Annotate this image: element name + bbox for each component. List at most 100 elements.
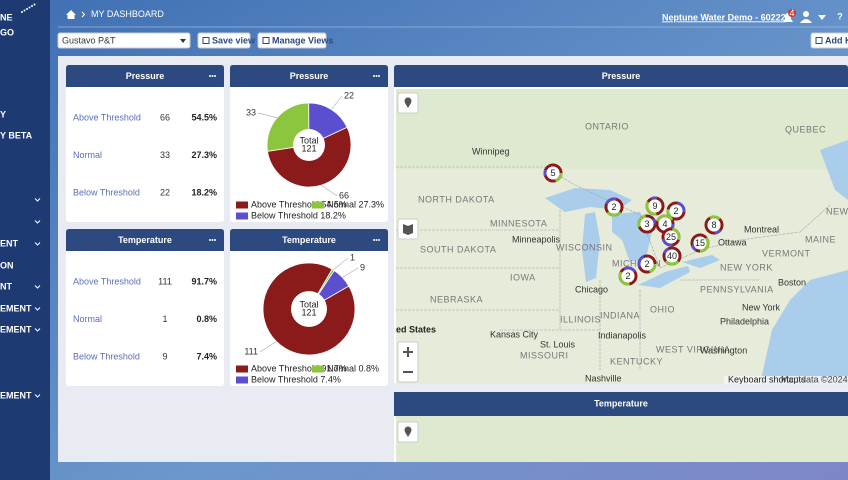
cluster[interactable] xyxy=(640,217,654,231)
row-count: 33 xyxy=(160,150,170,160)
caret[interactable] xyxy=(818,15,826,20)
button-save[interactable] xyxy=(197,32,251,49)
map-place: Montreal xyxy=(744,224,779,234)
sidebar-item[interactable]: Y BETA xyxy=(0,130,33,140)
home-icon[interactable] xyxy=(66,10,76,19)
cluster[interactable] xyxy=(546,166,560,180)
menu-dot[interactable] xyxy=(375,75,378,77)
pin-tip xyxy=(405,432,411,437)
row-label: Normal xyxy=(73,150,102,160)
user-body xyxy=(800,19,812,23)
sidebar-item[interactable]: EMENT xyxy=(0,303,32,313)
cluster-count[interactable]: 3 xyxy=(644,219,649,229)
menu-dot[interactable] xyxy=(209,239,211,241)
zoom-in[interactable] xyxy=(403,347,413,357)
cluster-count[interactable]: 2 xyxy=(625,271,630,281)
sidebar-item[interactable]: ON xyxy=(0,260,14,270)
card-header xyxy=(230,65,388,87)
pie-hole xyxy=(291,291,327,327)
menu-dot[interactable] xyxy=(378,75,380,77)
chevron xyxy=(34,307,41,311)
cluster-count[interactable]: 9 xyxy=(652,201,657,211)
menu-dot[interactable] xyxy=(211,239,214,241)
cluster-ring-below xyxy=(661,227,681,247)
view-select[interactable] xyxy=(57,32,191,49)
slice-label: 1 xyxy=(350,252,355,262)
cluster-count[interactable]: 2 xyxy=(611,202,616,212)
cluster-ring-normal xyxy=(618,266,638,286)
cluster-count[interactable]: 4 xyxy=(662,219,667,229)
button-label: Manage Views xyxy=(272,35,333,45)
cluster-count[interactable]: 40 xyxy=(667,251,677,261)
sidebar-item[interactable]: EMENT xyxy=(0,324,32,334)
sidebar-item[interactable]: EMENT xyxy=(0,390,32,400)
cluster[interactable] xyxy=(607,200,621,214)
map-place: St. Louis xyxy=(540,339,576,349)
map-water xyxy=(582,212,600,282)
slice-label: 9 xyxy=(360,262,365,272)
cluster-count[interactable]: 2 xyxy=(673,206,678,216)
chevron xyxy=(34,394,41,398)
help[interactable]: ? xyxy=(837,11,843,21)
menu-dot[interactable] xyxy=(214,75,216,77)
map-place: SOUTH DAKOTA xyxy=(420,244,496,254)
button-manage[interactable] xyxy=(257,32,327,49)
sidebar xyxy=(0,0,50,480)
card-title: Pressure xyxy=(602,71,641,81)
logo-dot xyxy=(33,3,36,6)
cluster-count[interactable]: 5 xyxy=(550,168,555,178)
map-place: WEST VIRGINIA xyxy=(656,344,730,354)
cluster-ring-normal xyxy=(662,246,682,266)
row-percent: 0.8% xyxy=(196,314,217,324)
leader xyxy=(259,341,277,353)
menu-dot[interactable] xyxy=(209,75,211,77)
legend-label: Below Threshold 7.4% xyxy=(251,374,341,384)
slice-label: 22 xyxy=(344,90,354,100)
cluster[interactable] xyxy=(665,249,679,263)
map-attribution: Map data ©2024 Google, INE xyxy=(781,374,848,384)
map-place: PENNSYLVANIA xyxy=(700,284,774,294)
menu-dot[interactable] xyxy=(378,239,380,241)
map-place: New York xyxy=(742,302,781,312)
cluster-count[interactable]: 8 xyxy=(711,220,716,230)
map-border xyxy=(396,166,576,186)
cluster-count[interactable]: 2 xyxy=(644,259,649,269)
map-place: Chicago xyxy=(575,284,608,294)
cluster[interactable] xyxy=(664,230,678,244)
user-head[interactable] xyxy=(803,11,809,17)
menu-dot[interactable] xyxy=(373,75,375,77)
map-place: VERMONT xyxy=(762,248,811,258)
account-name[interactable]: Neptune Water Demo - 60222 xyxy=(662,12,786,22)
sidebar-item[interactable]: NT xyxy=(0,281,12,291)
map-attribution[interactable]: Keyboard shortcuts xyxy=(728,374,806,384)
map-place: NORTH DAKOTA xyxy=(418,194,495,204)
cluster[interactable] xyxy=(707,218,721,232)
row-percent: 54.5% xyxy=(191,112,217,122)
cluster-count[interactable]: 25 xyxy=(666,232,676,242)
menu-dot[interactable] xyxy=(211,75,214,77)
cluster[interactable] xyxy=(693,236,707,250)
menu-dot[interactable] xyxy=(214,239,216,241)
badge-count: 4 xyxy=(789,8,794,18)
cluster[interactable] xyxy=(669,204,683,218)
cluster-ring-normal xyxy=(704,215,724,235)
map-water xyxy=(682,255,720,268)
menu-dot[interactable] xyxy=(373,239,375,241)
legend-label: Normal 0.8% xyxy=(327,363,379,373)
map-place: MICHIGAN xyxy=(612,258,661,268)
map-place: Winnipeg xyxy=(472,146,510,156)
sidebar-item[interactable]: Y xyxy=(0,109,6,119)
cluster[interactable] xyxy=(640,257,654,271)
cluster[interactable] xyxy=(658,217,672,231)
cluster[interactable] xyxy=(648,199,662,213)
button-add[interactable] xyxy=(810,32,848,49)
logo-dot xyxy=(23,9,26,12)
menu-dot[interactable] xyxy=(375,239,378,241)
cluster[interactable] xyxy=(621,269,635,283)
cluster-ring-below xyxy=(704,215,724,235)
map-place: MINNESOTA xyxy=(490,218,547,228)
map-place: Washington xyxy=(700,345,747,355)
cluster-count[interactable]: 15 xyxy=(695,238,705,248)
sidebar-item[interactable]: ENT xyxy=(0,238,19,248)
